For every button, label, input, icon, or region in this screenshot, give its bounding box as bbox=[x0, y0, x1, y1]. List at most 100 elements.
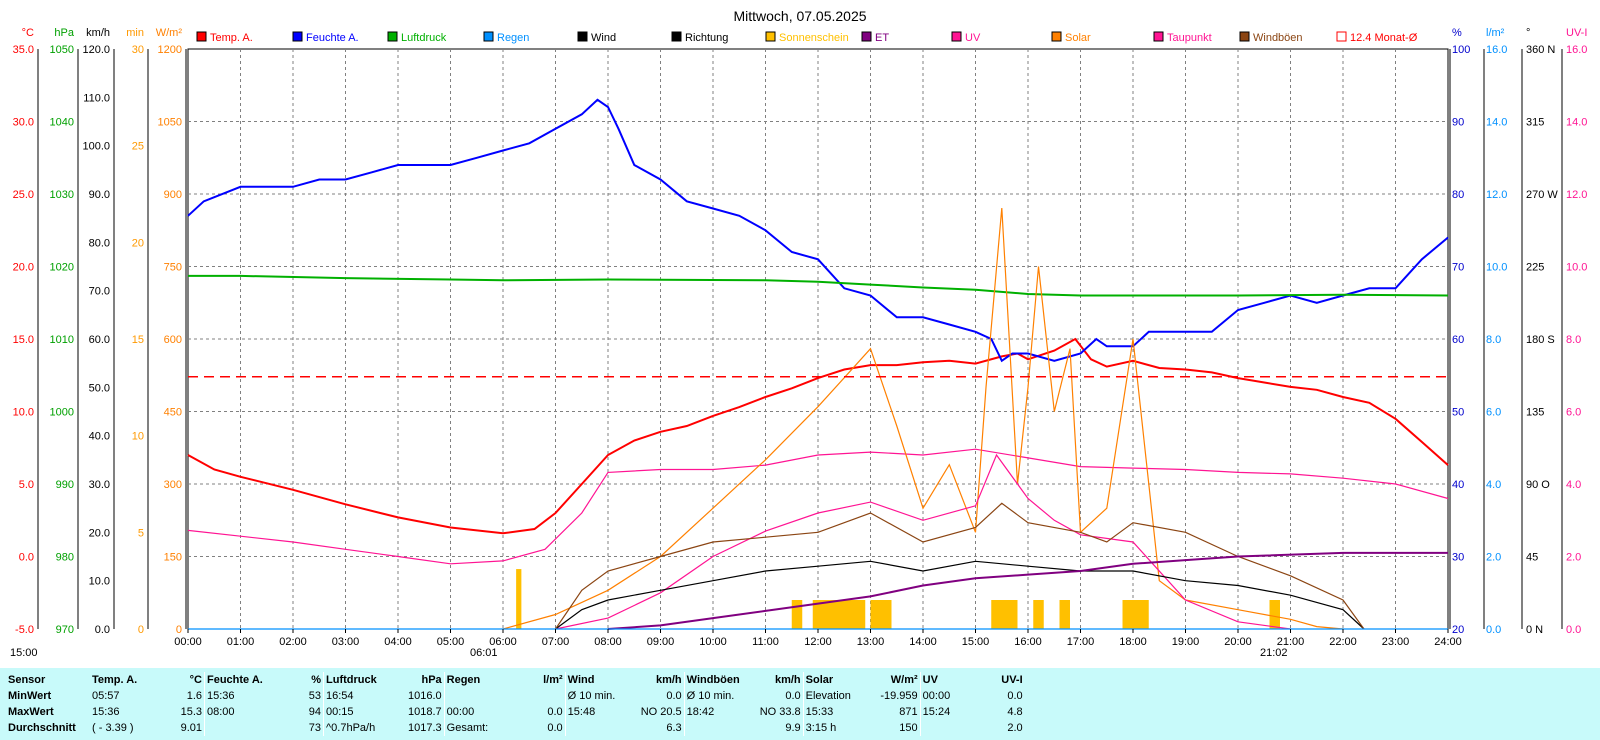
time-label: 08:00 bbox=[594, 636, 622, 648]
gust-time: Ø 10 min. bbox=[683, 688, 757, 704]
legend-swatch bbox=[387, 31, 398, 42]
temp-time: ( - 3.39 ) bbox=[92, 722, 134, 734]
time-label: 01:00 bbox=[227, 636, 255, 648]
axis-tick-sun: 20 bbox=[132, 237, 144, 249]
legend-label: 12.4 Monat-Ø bbox=[1350, 32, 1418, 44]
press-value: 1017.3 bbox=[408, 722, 442, 734]
axis-tick-solar: 750 bbox=[164, 262, 182, 274]
axis-tick-temp: 25.0 bbox=[13, 189, 34, 201]
axis-tick-rain: 2.0 bbox=[1486, 552, 1501, 564]
wind-value: 6.3 bbox=[666, 722, 682, 734]
axis-tick-hum: 70 bbox=[1452, 262, 1464, 274]
uv-value: 4.8 bbox=[1007, 706, 1023, 718]
press-value: 1018.7 bbox=[408, 706, 442, 718]
axis-tick-wind: 40.0 bbox=[89, 431, 110, 443]
axis-tick-dir: 0 N bbox=[1526, 624, 1543, 636]
sunshine-bar bbox=[1059, 600, 1070, 629]
sunshine-bar bbox=[1122, 600, 1149, 629]
legend-label: Taupunkt bbox=[1167, 32, 1212, 44]
stats-row-max: MaxWert 15:36 15.3 08:00 94 00:15 1018.7… bbox=[6, 704, 1025, 720]
axis-tick-press: 1050 bbox=[50, 44, 74, 56]
legend-label: Windböen bbox=[1253, 32, 1303, 44]
time-label: 14:00 bbox=[909, 636, 937, 648]
series-line bbox=[555, 560, 1365, 630]
temp-value: 1.6 bbox=[186, 690, 202, 702]
time-label: 03:00 bbox=[332, 636, 360, 648]
legend-swatch bbox=[577, 31, 588, 42]
sunshine-bar bbox=[791, 600, 803, 629]
time-label: 10:00 bbox=[699, 636, 727, 648]
sunshine-bar bbox=[870, 600, 892, 629]
legend-swatch bbox=[196, 31, 207, 42]
rain-value bbox=[529, 688, 566, 704]
axis-tick-temp: 20.0 bbox=[13, 262, 34, 274]
time-label: 04:00 bbox=[384, 636, 412, 648]
hum-time: 08:00 bbox=[204, 704, 289, 720]
axis-unit-dir: ° bbox=[1526, 27, 1530, 39]
time-label: 18:00 bbox=[1119, 636, 1147, 648]
time-label: 02:00 bbox=[279, 636, 307, 648]
axis-tick-temp: 35.0 bbox=[13, 44, 34, 56]
hdr-hum-unit: % bbox=[311, 674, 321, 686]
axis-tick-wind: 90.0 bbox=[89, 189, 110, 201]
axis-tick-uv: 14.0 bbox=[1566, 117, 1587, 129]
stats-table: Sensor Temp. A. °C Feuchte A. % Luftdruc… bbox=[6, 672, 1025, 736]
hdr-press-unit: hPa bbox=[421, 674, 442, 686]
axis-tick-solar: 150 bbox=[164, 552, 182, 564]
axis-tick-dir: 90 O bbox=[1526, 479, 1550, 491]
axis-tick-sun: 0 bbox=[138, 624, 144, 636]
hdr-temp: Temp. A. bbox=[92, 674, 138, 686]
axis-tick-press: 990 bbox=[56, 479, 74, 491]
time-label: 21:00 bbox=[1277, 636, 1305, 648]
axes: 35.030.025.020.015.010.05.00.0-5.0°C1050… bbox=[13, 27, 1588, 636]
legend-label: Regen bbox=[497, 32, 529, 44]
axis-tick-wind: 110.0 bbox=[83, 92, 110, 104]
axis-tick-hum: 20 bbox=[1452, 624, 1464, 636]
temp-time: 05:57 bbox=[92, 690, 120, 702]
stats-row-avg: Durchschnitt ( - 3.39 ) 9.01 73 ^0.7hPa/… bbox=[6, 720, 1025, 736]
rain-time bbox=[443, 688, 529, 704]
legend-swatch bbox=[1051, 31, 1062, 42]
axis-unit-rain: l/m² bbox=[1486, 27, 1505, 39]
time-label: 19:00 bbox=[1172, 636, 1200, 648]
axis-tick-solar: 600 bbox=[164, 334, 182, 346]
hdr-rain: Regen bbox=[443, 672, 529, 688]
press-time: 00:15 bbox=[323, 704, 406, 720]
legend-swatch bbox=[951, 31, 962, 42]
axis-tick-hum: 30 bbox=[1452, 552, 1464, 564]
series-line bbox=[187, 337, 1449, 535]
uv-time bbox=[919, 720, 985, 736]
axis-tick-rain: 10.0 bbox=[1486, 262, 1507, 274]
legend-swatch bbox=[1336, 31, 1347, 42]
time-label: 11:00 bbox=[752, 636, 779, 648]
hum-time bbox=[204, 720, 289, 736]
legend-label: ET bbox=[875, 32, 889, 44]
axis-unit-temp: °C bbox=[22, 27, 34, 39]
axis-tick-rain: 16.0 bbox=[1486, 44, 1507, 56]
axis-tick-press: 1030 bbox=[50, 189, 74, 201]
axis-tick-solar: 1050 bbox=[158, 117, 182, 129]
wind-time: 15:48 bbox=[564, 704, 638, 720]
axis-tick-hum: 40 bbox=[1452, 479, 1464, 491]
axis-tick-rain: 8.0 bbox=[1486, 334, 1501, 346]
axis-unit-uv: UV-I bbox=[1566, 27, 1587, 39]
chart-title: Mittwoch, 07.05.2025 bbox=[733, 8, 866, 24]
series-line bbox=[555, 453, 1291, 630]
axis-tick-uv: 16.0 bbox=[1566, 44, 1587, 56]
sunshine-bar bbox=[516, 569, 522, 629]
temp-value: 9.01 bbox=[180, 722, 202, 734]
legend-label: Richtung bbox=[685, 32, 728, 44]
axis-tick-rain: 12.0 bbox=[1486, 189, 1507, 201]
axis-tick-temp: 10.0 bbox=[13, 407, 34, 419]
series-line bbox=[502, 207, 1344, 630]
solar-value: -19.959 bbox=[880, 690, 918, 702]
axis-tick-temp: -5.0 bbox=[15, 624, 34, 636]
hdr-solar-unit: W/m² bbox=[890, 674, 918, 686]
legend-swatch bbox=[483, 31, 494, 42]
axis-tick-rain: 14.0 bbox=[1486, 117, 1507, 129]
wind-time bbox=[564, 720, 638, 736]
legend-label: Wind bbox=[591, 32, 616, 44]
axis-tick-temp: 0.0 bbox=[19, 552, 34, 564]
gust-time bbox=[683, 720, 757, 736]
legend-swatch bbox=[861, 31, 872, 42]
